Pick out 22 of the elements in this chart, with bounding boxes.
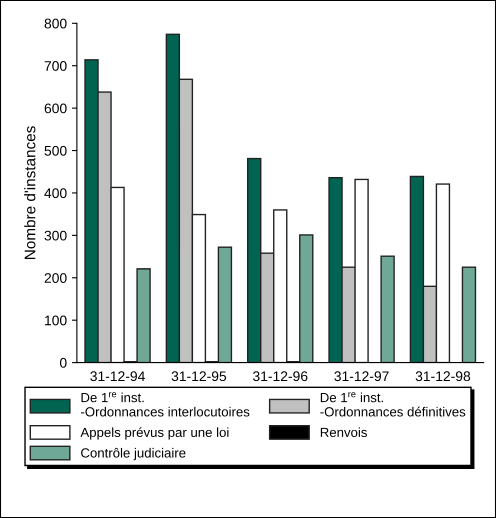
y-tick-label: 800 [44, 18, 67, 28]
legend-label: De 1$^{re}$ inst. -Ordonnances interlocutoires [81, 392, 250, 417]
bar [380, 255, 395, 363]
x-tick-label: 31-12-95 [172, 371, 226, 382]
y-tick-label: 400 [44, 188, 67, 198]
x-tick-label: 31-12-96 [252, 371, 308, 382]
y-tick-label: 200 [44, 273, 67, 283]
legend-label: De 1$^{re}$ inst. -Ordonnances définitives [320, 392, 466, 417]
y-tick-label: 0 [60, 358, 67, 368]
y-tick-label: 600 [44, 103, 67, 114]
x-tick-label: 31-12-98 [416, 371, 470, 382]
x-tick-label: 31-12-97 [334, 371, 389, 382]
y-axis-title: Nombre d'instances [24, 126, 36, 259]
y-tick-label: 700 [44, 61, 67, 71]
bar [462, 266, 476, 363]
y-tick-label: 500 [44, 146, 67, 156]
y-tick-label: 100 [45, 316, 67, 326]
legend-label: Appels prévus par une loi [80, 427, 228, 440]
legend-label: Contrôle judiciaire [81, 448, 186, 460]
y-tick-label: 300 [44, 230, 67, 241]
x-tick-label: 31-12-94 [90, 371, 145, 382]
legend-label: Renvois [320, 427, 367, 438]
